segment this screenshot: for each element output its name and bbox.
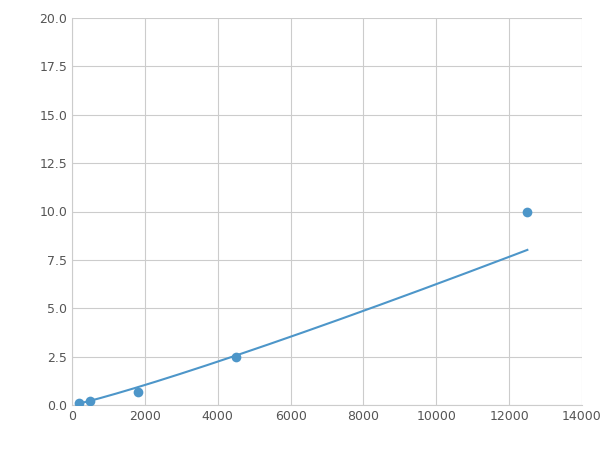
Point xyxy=(523,208,532,215)
Point xyxy=(85,397,95,405)
Point xyxy=(133,389,142,396)
Point xyxy=(74,400,84,407)
Point xyxy=(231,353,241,360)
